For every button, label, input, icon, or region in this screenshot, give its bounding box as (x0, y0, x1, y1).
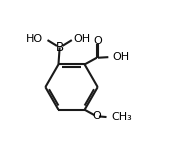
Text: HO: HO (26, 34, 43, 44)
Text: B: B (56, 41, 64, 54)
Text: OH: OH (74, 34, 91, 44)
Text: CH₃: CH₃ (111, 112, 132, 122)
Text: O: O (92, 111, 101, 122)
Text: OH: OH (113, 52, 130, 61)
Text: O: O (93, 36, 102, 46)
